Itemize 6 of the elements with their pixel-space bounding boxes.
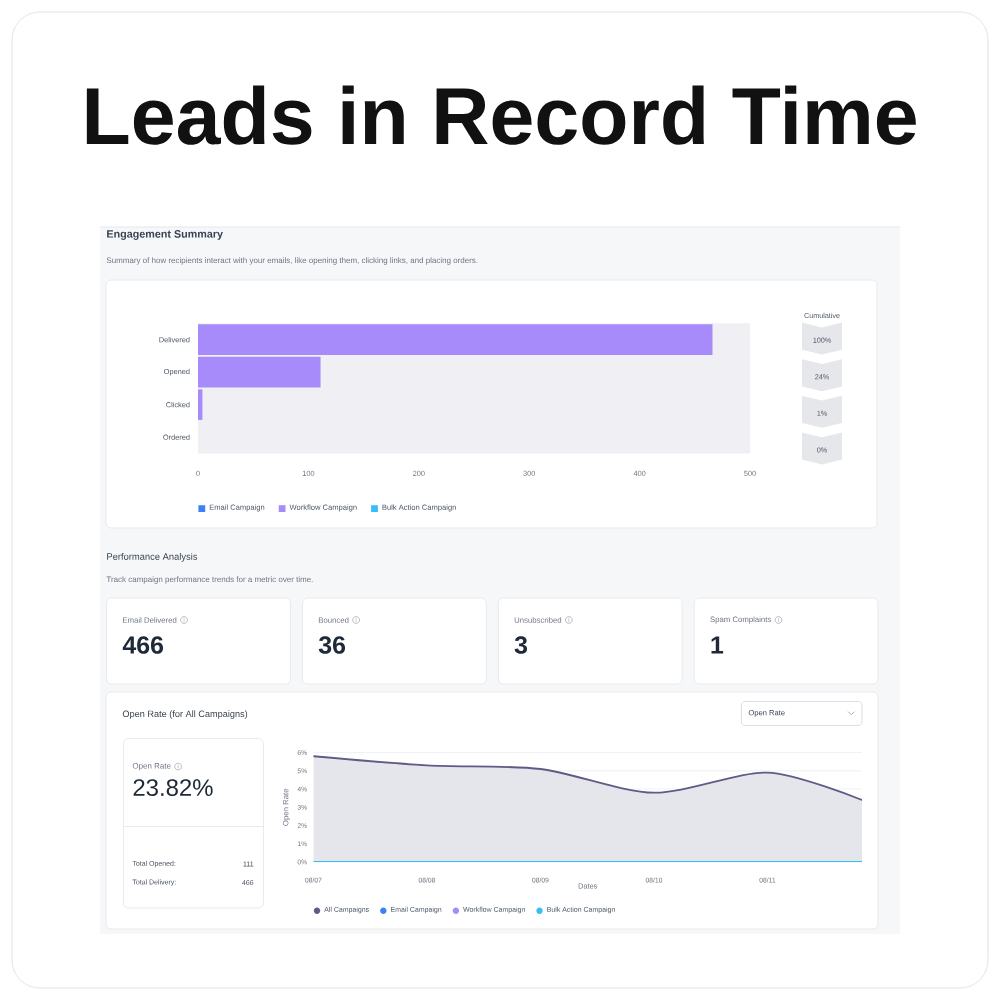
text: 466 [122,636,164,654]
text: 23.82% [133,779,213,797]
text: 1 [711,636,724,654]
text: 36 [318,636,346,654]
text: Leads in Record Time [86,85,916,145]
text: 3 [514,636,528,654]
